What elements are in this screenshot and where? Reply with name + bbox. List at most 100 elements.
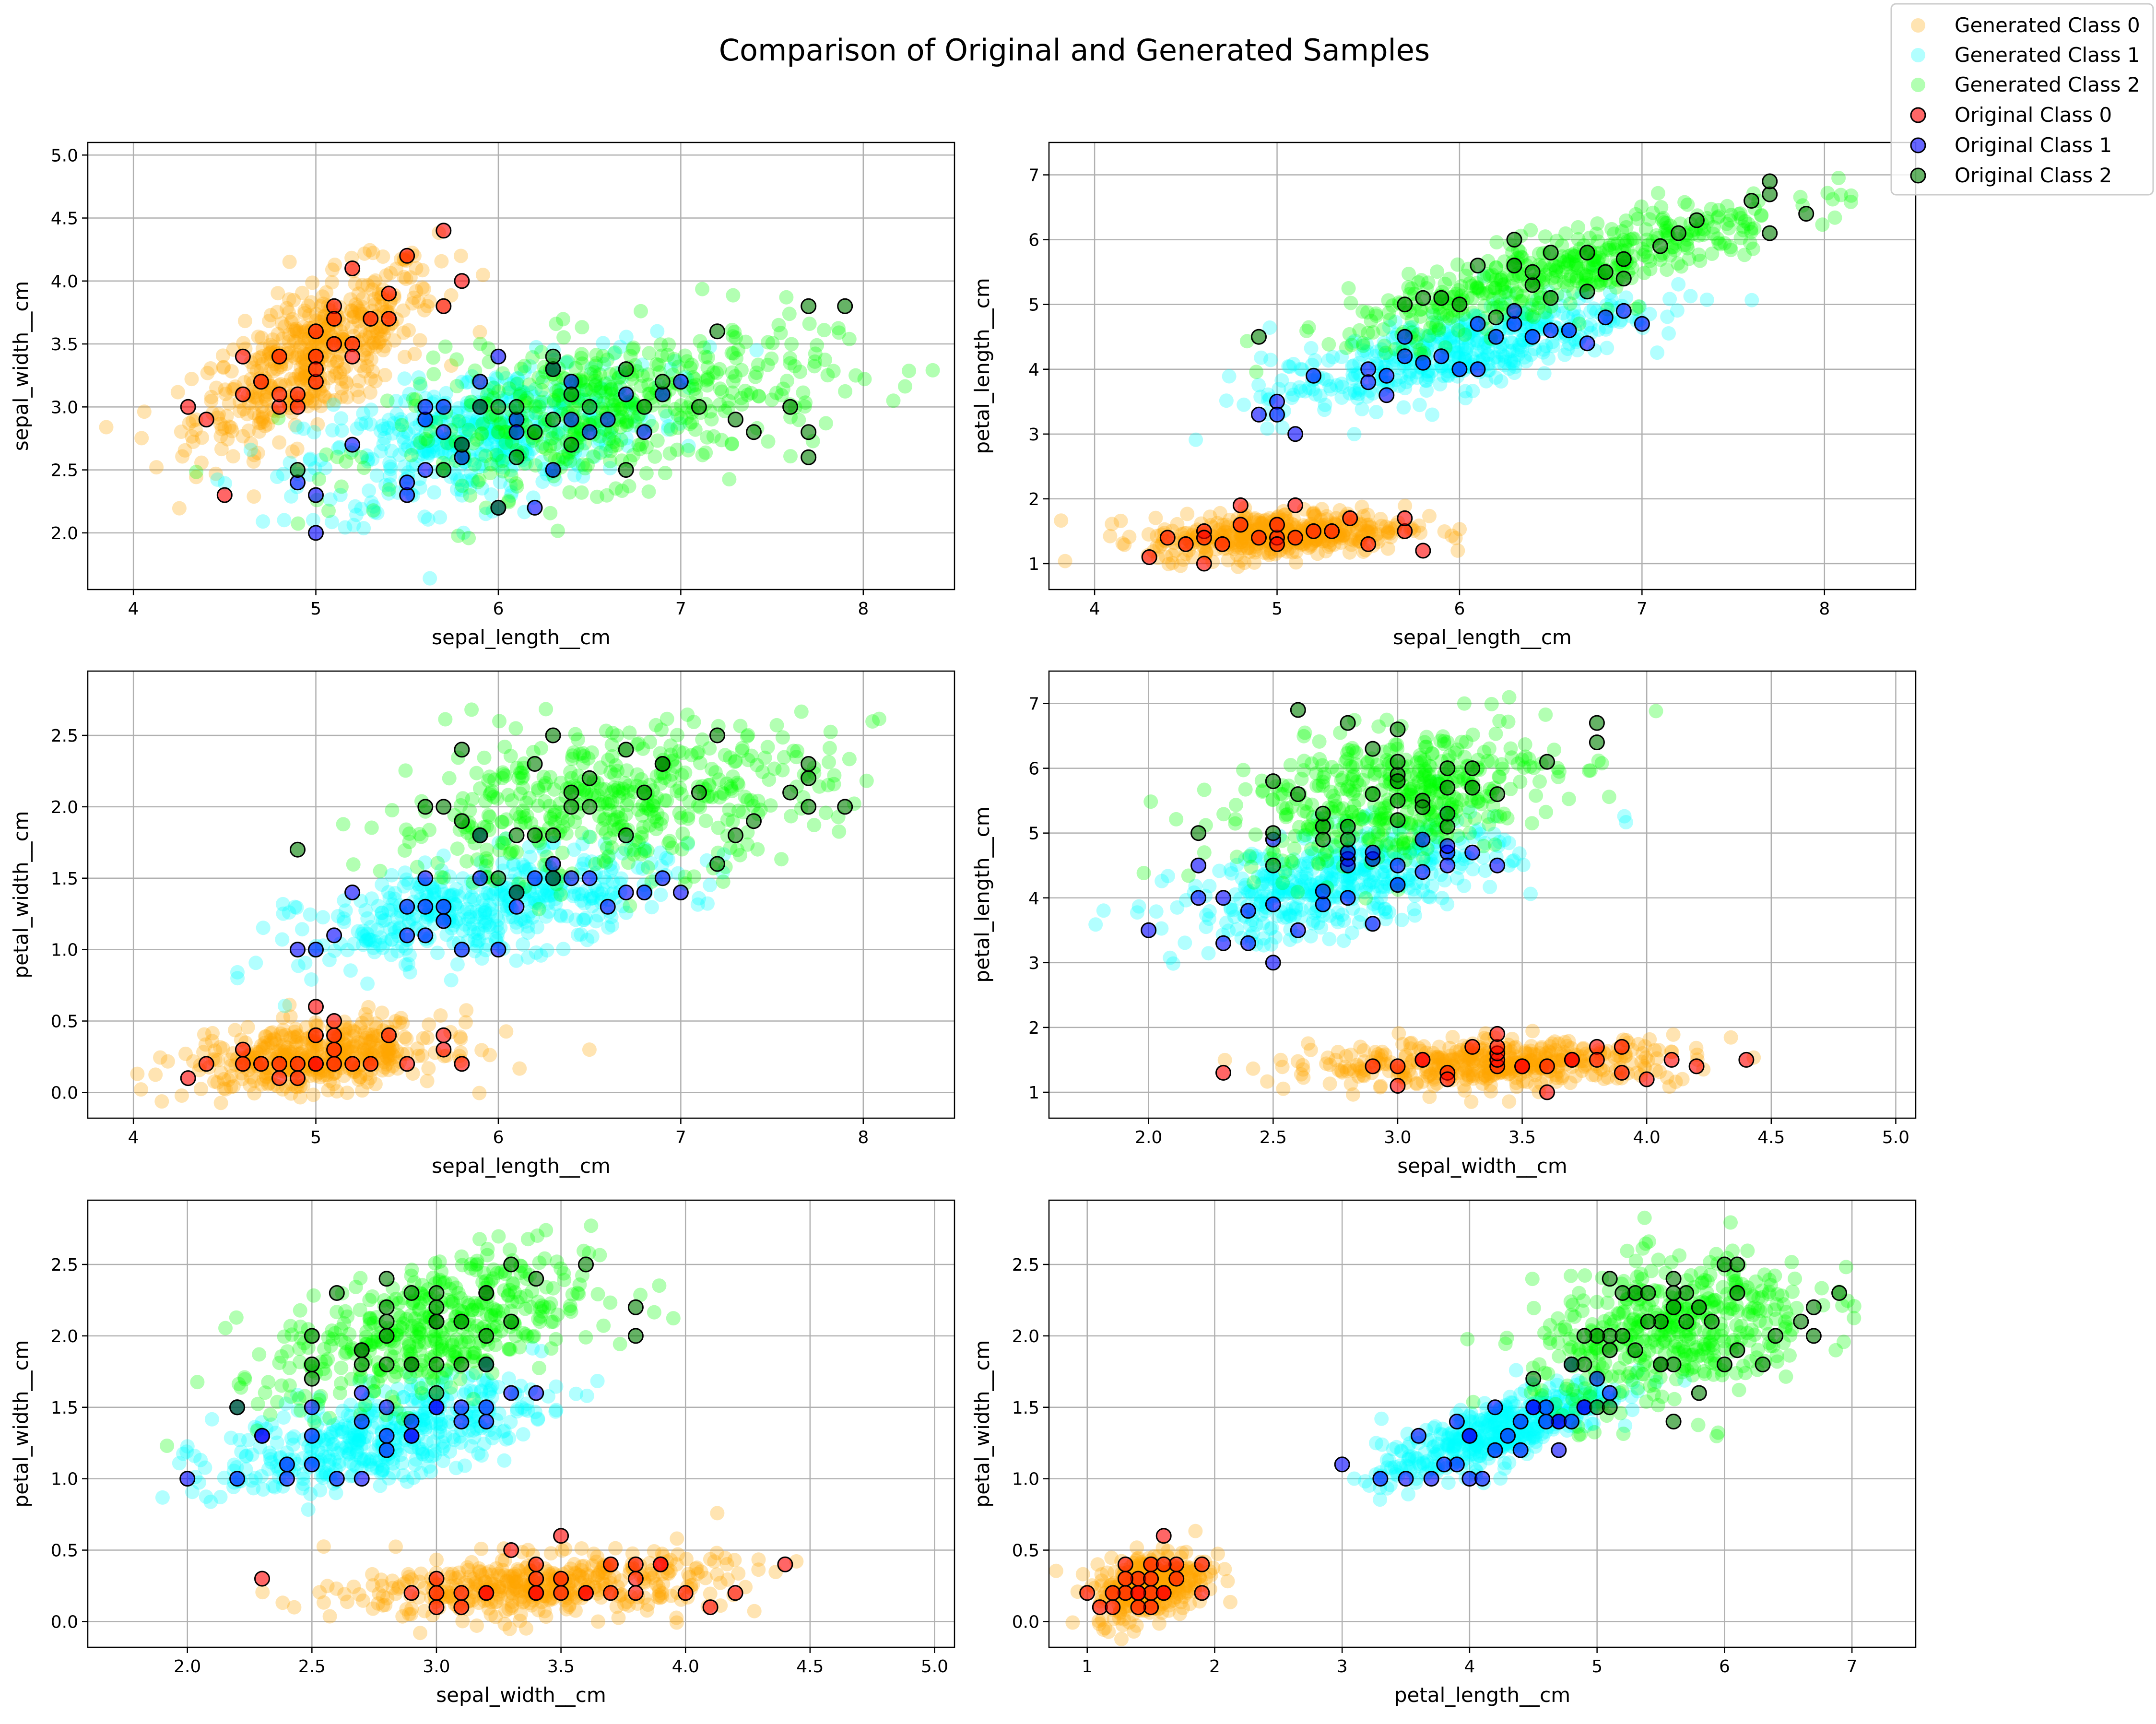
- generated-point: [195, 430, 209, 445]
- generated-point: [1348, 333, 1363, 348]
- generated-point: [1412, 518, 1426, 533]
- original-point: [1159, 530, 1176, 546]
- generated-point: [213, 429, 228, 444]
- original-point: [180, 1070, 196, 1086]
- generated-point: [1317, 402, 1332, 417]
- generated-point: [1115, 536, 1130, 551]
- generated-point: [596, 395, 611, 410]
- generated-point: [728, 754, 743, 768]
- generated-point: [577, 749, 591, 764]
- generated-point: [363, 920, 378, 934]
- generated-point: [807, 818, 822, 832]
- generated-point: [593, 760, 608, 775]
- generated-point: [826, 364, 841, 378]
- generated-point: [1324, 382, 1339, 397]
- generated-point: [1692, 228, 1707, 243]
- generated-point: [380, 393, 395, 408]
- generated-point: [296, 319, 311, 334]
- generated-point: [555, 845, 570, 860]
- generated-point: [364, 1033, 378, 1048]
- generated-point: [1409, 1076, 1424, 1091]
- generated-point: [706, 429, 721, 444]
- generated-point: [1580, 257, 1595, 272]
- generated-point: [514, 361, 529, 376]
- generated-point: [661, 337, 676, 352]
- generated-point: [1638, 245, 1653, 259]
- generated-point: [681, 443, 695, 458]
- generated-point: [415, 1048, 430, 1063]
- generated-point: [330, 449, 345, 464]
- generated-point: [1436, 307, 1451, 322]
- generated-point: [740, 729, 754, 744]
- generated-point: [1435, 360, 1449, 375]
- generated-point: [576, 746, 590, 761]
- generated-point: [394, 414, 409, 429]
- generated-point: [483, 787, 497, 802]
- generated-point: [1281, 359, 1296, 374]
- generated-point: [654, 348, 669, 363]
- generated-point: [495, 413, 509, 427]
- original-point: [1415, 354, 1431, 371]
- generated-point: [1388, 315, 1403, 330]
- generated-point: [725, 769, 740, 784]
- generated-point: [797, 399, 812, 414]
- generated-point: [641, 378, 656, 392]
- generated-point: [615, 846, 630, 861]
- generated-point: [228, 1023, 243, 1038]
- generated-point: [321, 503, 336, 518]
- generated-point: [583, 830, 598, 844]
- generated-point: [585, 745, 599, 760]
- generated-point: [459, 1003, 474, 1018]
- generated-point: [353, 1020, 368, 1035]
- y-tick-label: 1.0: [51, 941, 78, 960]
- generated-point: [360, 359, 375, 374]
- generated-point: [729, 351, 744, 366]
- generated-point: [722, 472, 737, 487]
- generated-point: [1231, 559, 1246, 574]
- generated-point: [421, 439, 436, 454]
- generated-point: [426, 444, 441, 459]
- generated-point: [571, 458, 586, 473]
- generated-point: [1360, 305, 1375, 320]
- generated-point: [471, 922, 486, 937]
- generated-point: [375, 905, 389, 920]
- generated-point: [474, 457, 489, 472]
- generated-point: [580, 458, 595, 472]
- original-point: [1615, 303, 1632, 319]
- generated-point: [1256, 514, 1271, 528]
- generated-point: [1655, 213, 1670, 227]
- generated-point: [1443, 335, 1457, 350]
- generated-point: [1436, 368, 1451, 383]
- generated-point: [282, 254, 297, 269]
- original-point: [1488, 309, 1504, 326]
- generated-point: [470, 910, 484, 925]
- generated-point: [767, 761, 782, 776]
- generated-point: [1413, 309, 1428, 324]
- generated-point: [381, 903, 396, 918]
- generated-point: [1637, 266, 1651, 280]
- generated-point: [327, 369, 342, 384]
- original-point: [490, 399, 507, 415]
- generated-point: [649, 357, 664, 372]
- generated-point: [470, 938, 484, 953]
- generated-point: [1590, 216, 1605, 231]
- generated-point: [613, 811, 628, 826]
- generated-point: [1458, 384, 1473, 399]
- generated-point: [495, 464, 510, 479]
- original-point: [271, 386, 287, 402]
- x-tick-label: 4.0: [1633, 1128, 1661, 1147]
- generated-point: [1525, 1024, 1540, 1039]
- generated-point: [1504, 352, 1519, 367]
- generated-point: [613, 340, 628, 354]
- generated-point: [295, 1045, 310, 1060]
- generated-point: [296, 325, 311, 340]
- generated-point: [1571, 220, 1586, 235]
- generated-point: [1570, 261, 1585, 276]
- generated-point: [1563, 296, 1578, 311]
- generated-point: [728, 755, 742, 769]
- generated-point: [527, 413, 542, 428]
- generated-point: [1696, 227, 1711, 242]
- generated-point: [704, 762, 719, 777]
- generated-point: [1430, 315, 1445, 330]
- generated-point: [177, 443, 192, 458]
